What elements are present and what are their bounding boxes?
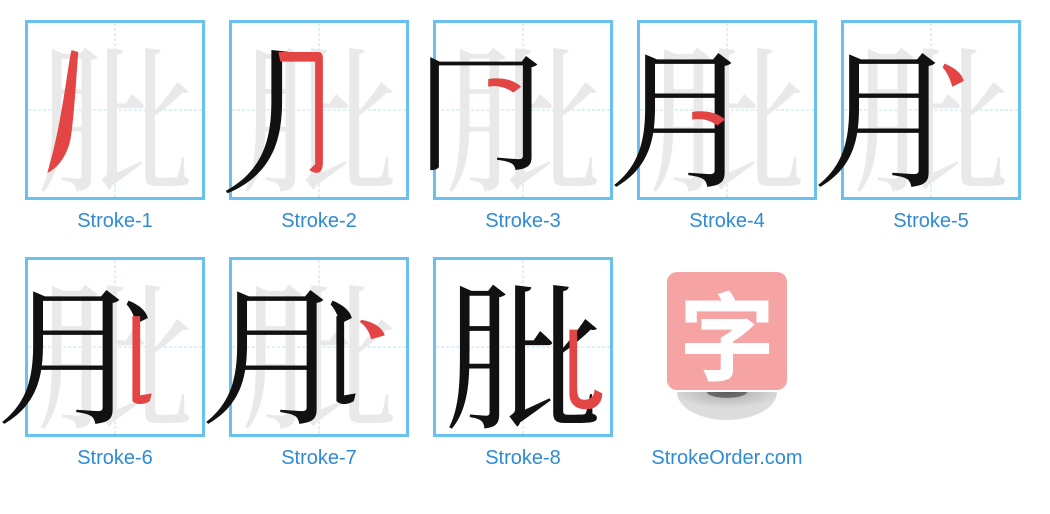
stroke-tile: 肶月 [637,20,817,200]
accent-stroke [844,23,1018,197]
logo-cell: 字 StrokeOrder.com [637,257,817,470]
accent-stroke-path [943,64,964,87]
stroke-cell: 肶Stroke-1 [25,20,205,233]
accent-stroke [232,260,406,434]
accent-stroke [436,260,610,434]
logo-tile: 字 [637,257,817,437]
stroke-tile: 肶月 [25,257,205,437]
logo-square: 字 [667,272,787,390]
logo-pencil-tip [677,392,777,420]
stroke-cell: 肶月Stroke-6 [25,257,205,470]
stroke-cell: 肶丿Stroke-2 [229,20,409,233]
accent-stroke-path [47,50,78,173]
stroke-tile: 肶冂 [433,20,613,200]
stroke-cell: 肶肶Stroke-8 [433,257,613,470]
stroke-cell: 肶月Stroke-5 [841,20,1021,233]
accent-stroke [232,23,406,197]
stroke-cell: 肶月Stroke-7 [229,257,409,470]
accent-stroke-path [360,320,385,339]
logo-char: 字 [679,262,775,401]
accent-stroke-path [278,52,322,173]
accent-stroke-path [132,316,151,404]
strokeorder-logo-icon: 字 [652,272,802,422]
accent-stroke [28,23,202,197]
accent-stroke [436,23,610,197]
accent-stroke-path [569,330,602,410]
accent-stroke [640,23,814,197]
stroke-order-grid: 肶Stroke-1肶丿Stroke-2肶冂Stroke-3肶月Stroke-4肶… [25,20,1025,470]
accent-stroke-path [692,111,725,125]
stroke-cell: 肶月Stroke-4 [637,20,817,233]
accent-stroke-path [488,78,521,92]
attribution-caption: StrokeOrder.com [651,447,802,470]
stroke-cell: 肶冂Stroke-3 [433,20,613,233]
accent-stroke [28,260,202,434]
stroke-tile: 肶 [25,20,205,200]
stroke-tile: 肶丿 [229,20,409,200]
stroke-tile: 肶月 [841,20,1021,200]
stroke-tile: 肶肶 [433,257,613,437]
stroke-tile: 肶月 [229,257,409,437]
